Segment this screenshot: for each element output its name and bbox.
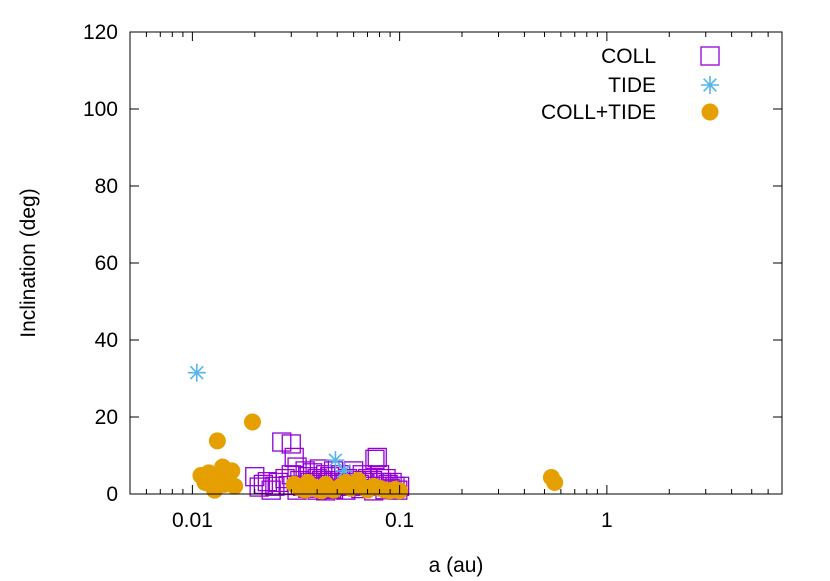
y-tick-label: 120 (83, 21, 118, 44)
data-point (261, 480, 281, 500)
data-point (365, 449, 385, 470)
plot-area (187, 363, 564, 501)
data-point (249, 477, 269, 497)
y-tick-label: 40 (95, 329, 118, 352)
legend: COLL TIDE COLL+TIDE (541, 45, 720, 124)
y-axis-title: Inclination (deg) (17, 188, 40, 337)
data-point (253, 474, 273, 495)
x-tick-label: 0.1 (385, 509, 414, 532)
y-tick-label: 0 (106, 483, 118, 506)
data-point (208, 432, 226, 450)
y-tick-label: 80 (95, 175, 118, 198)
y-tick-label: 60 (95, 252, 118, 275)
data-point (187, 363, 206, 382)
plot-frame (129, 31, 783, 495)
axes: 0 20 40 60 80 100 120 0.01 0.1 1 a (au) Inclination… (17, 21, 783, 577)
data-point (317, 475, 335, 493)
data-point (326, 451, 345, 470)
series-tide (187, 363, 354, 480)
legend-label: COLL+TIDE (541, 101, 656, 124)
data-point (281, 434, 301, 454)
x-tick-label: 0.01 (172, 509, 213, 532)
y-tick-label: 100 (83, 98, 118, 121)
data-point (265, 476, 285, 496)
legend-marker (701, 76, 719, 94)
data-point (546, 473, 564, 491)
data-point (226, 477, 244, 495)
data-point (367, 447, 387, 468)
x-axis-title: a (au) (429, 554, 484, 577)
legend-marker (701, 103, 719, 121)
legend-label: COLL (601, 45, 656, 68)
data-point (243, 413, 261, 431)
series-coll-tide (192, 413, 564, 500)
data-point (299, 473, 317, 491)
data-point (223, 462, 241, 480)
legend-marker (700, 46, 720, 66)
x-tick-label: 1 (601, 509, 613, 532)
y-tick-label: 20 (95, 406, 118, 429)
legend-label: TIDE (608, 74, 656, 97)
